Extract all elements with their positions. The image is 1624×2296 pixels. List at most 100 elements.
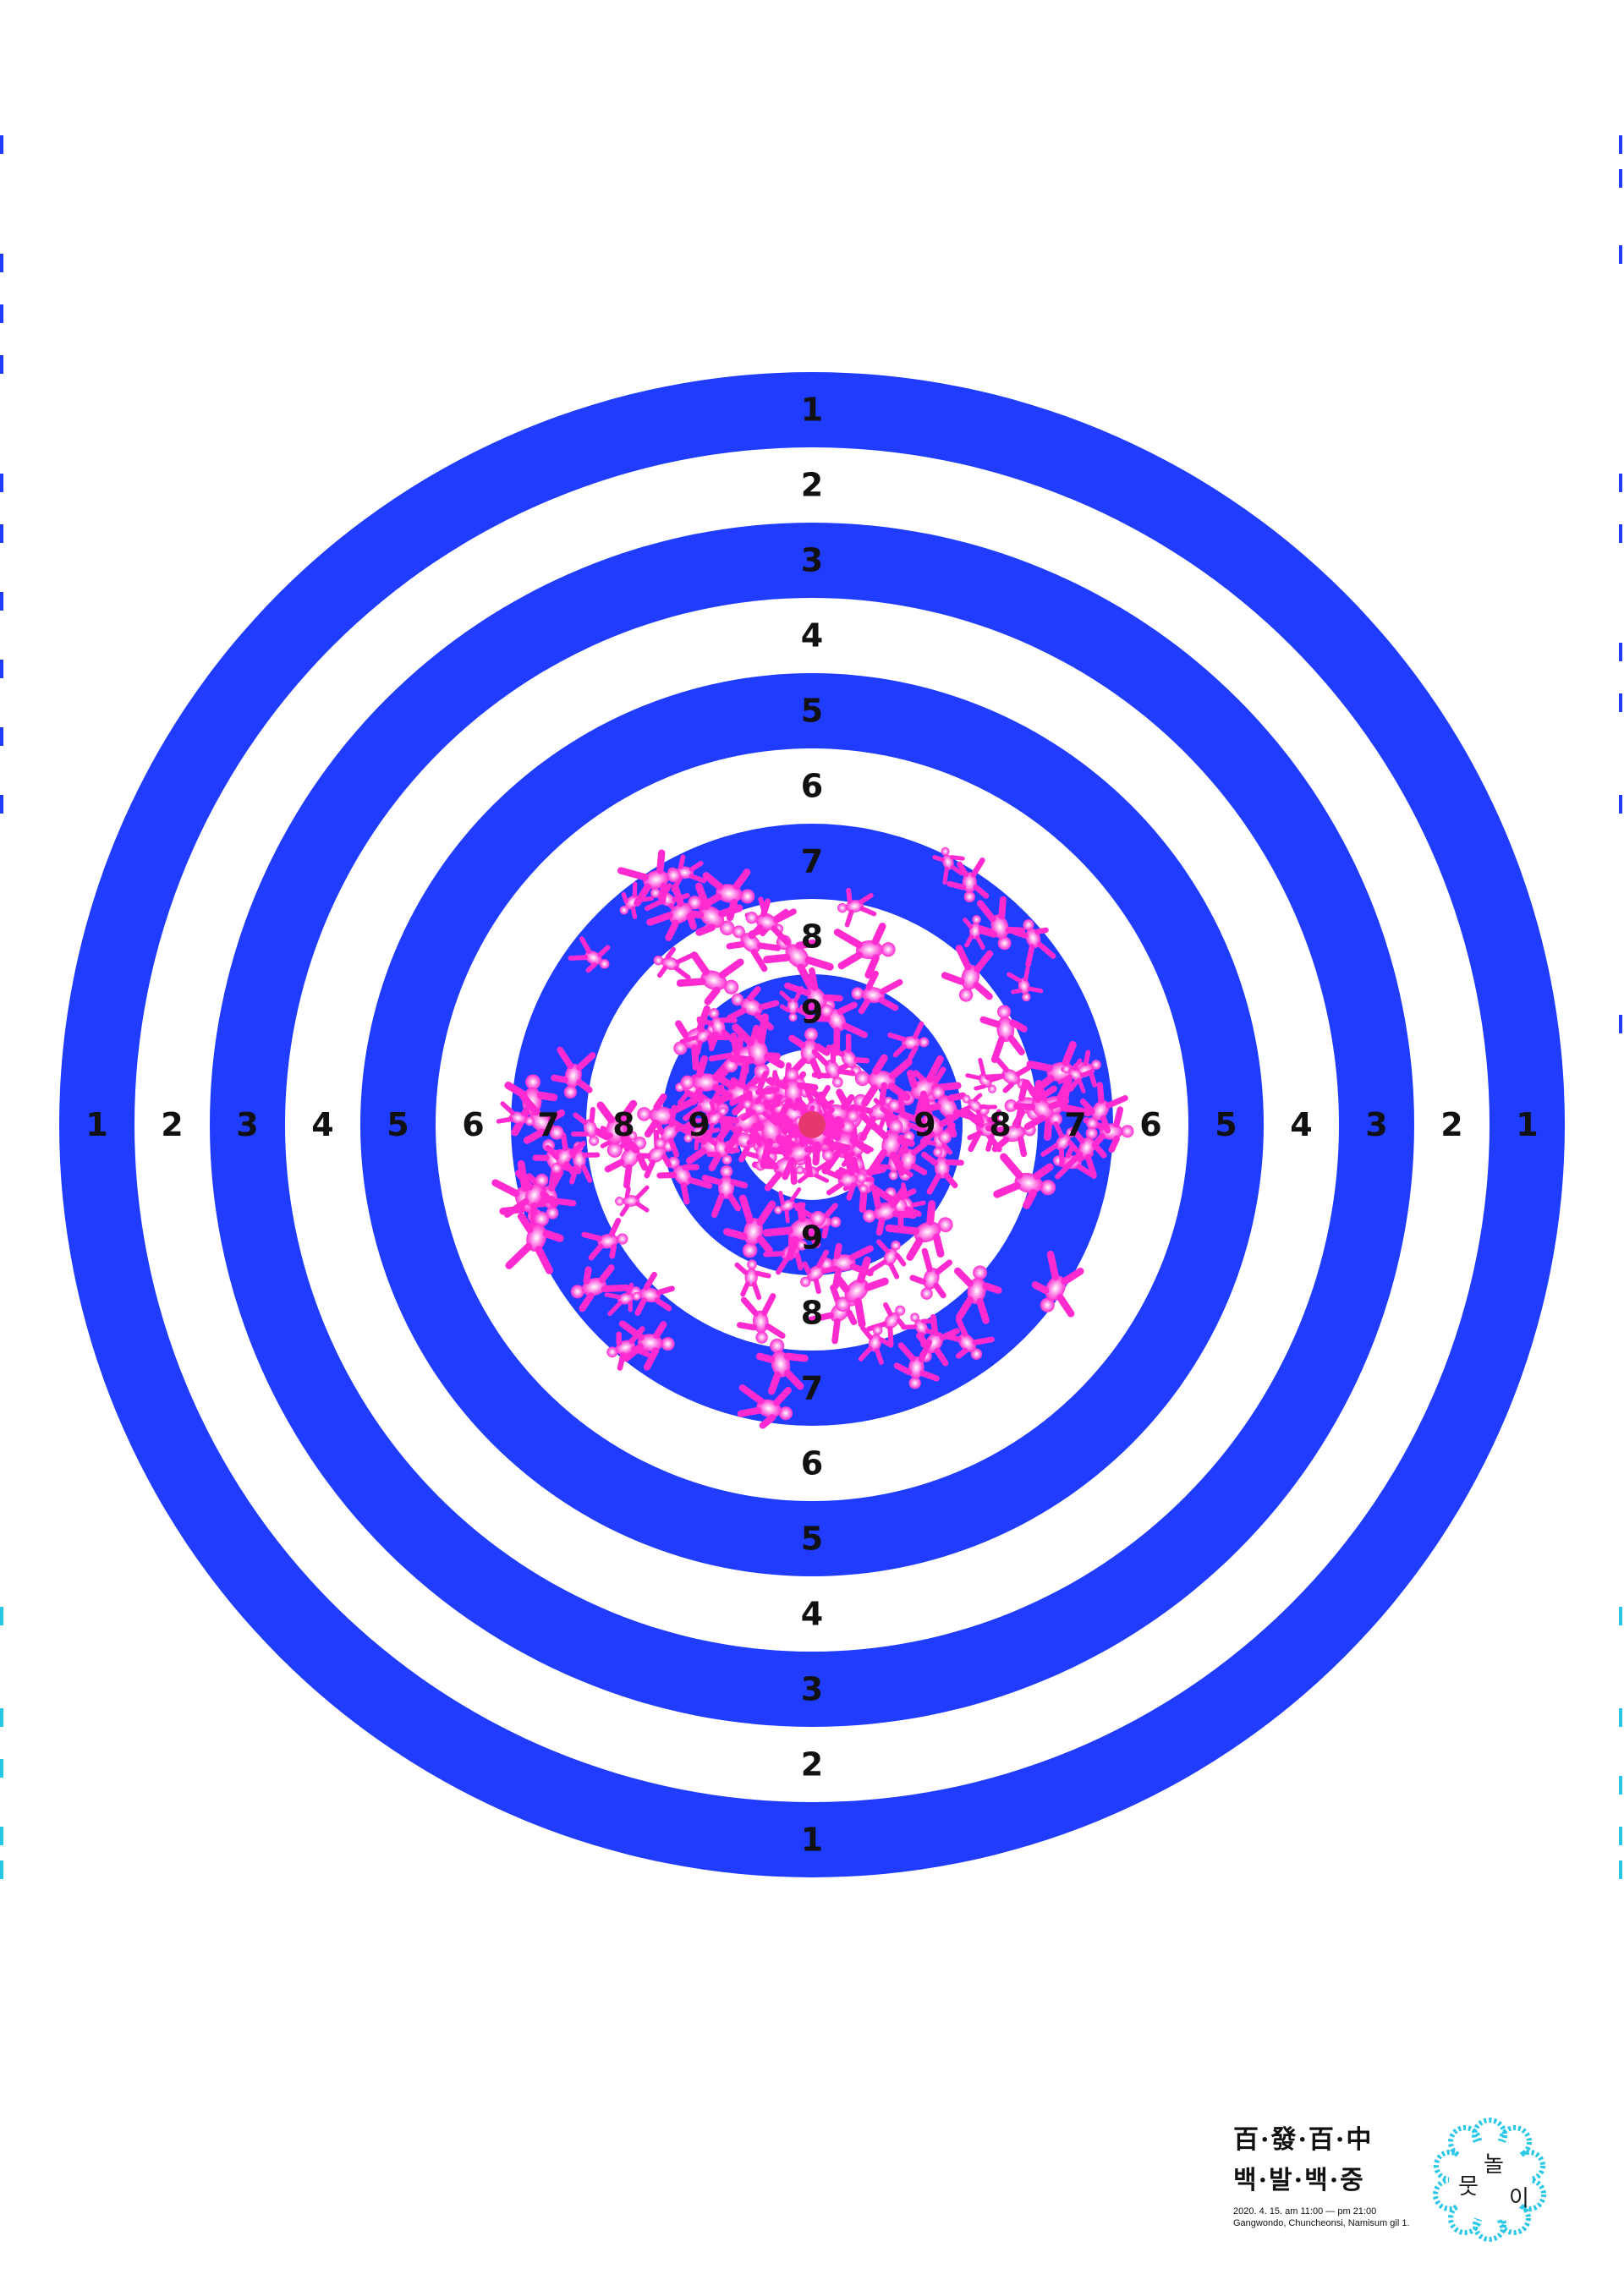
dancing-figure	[1062, 1126, 1107, 1178]
dancing-figure	[615, 1185, 650, 1217]
dancing-figure	[868, 1119, 915, 1176]
edge-mark-left	[0, 254, 3, 272]
dancing-figure	[774, 1187, 806, 1224]
edge-mark-right	[1619, 524, 1622, 543]
dancing-figure	[729, 1013, 785, 1079]
dancing-figure	[909, 1247, 953, 1300]
logo-inner	[1449, 2140, 1530, 2221]
ring-label-left-2: 2	[161, 1106, 183, 1143]
dancing-figure	[826, 1033, 870, 1077]
ring-label-left-1: 1	[85, 1106, 107, 1143]
edge-mark-right	[1619, 1708, 1622, 1727]
dancing-figure	[571, 1107, 613, 1146]
ring-label-bottom-4: 4	[801, 1596, 823, 1633]
ring-label-right-5: 5	[1215, 1106, 1237, 1143]
dancing-figure	[568, 936, 611, 973]
dancing-figure	[1007, 966, 1044, 1002]
dancing-figure	[854, 1054, 913, 1107]
dancing-figure	[835, 1256, 889, 1329]
dancing-figure	[833, 923, 896, 979]
dancing-figure	[629, 1271, 675, 1316]
dancing-figure	[1031, 1250, 1084, 1318]
ring-label-right-9: 9	[914, 1106, 935, 1143]
edge-mark-right	[1619, 1860, 1622, 1879]
dancing-figure	[893, 1339, 940, 1389]
dancing-figure	[762, 1202, 826, 1261]
dancing-figure	[900, 1090, 959, 1145]
edge-mark-right	[1619, 245, 1622, 264]
ring-label-bottom-5: 5	[801, 1521, 823, 1558]
ring-label-top-5: 5	[801, 693, 823, 730]
ring-label-right-8: 8	[989, 1106, 1011, 1143]
ring-label-top-3: 3	[801, 542, 823, 579]
dancing-figure	[800, 1249, 839, 1295]
edge-mark-left	[0, 524, 3, 543]
edge-mark-left	[0, 135, 3, 154]
dancing-figure	[505, 1211, 564, 1274]
dancing-figure	[763, 934, 834, 992]
ring-label-bottom-7: 7	[801, 1370, 823, 1407]
edge-mark-left	[0, 1607, 3, 1625]
dancing-figure	[941, 945, 994, 1002]
ring-label-top-2: 2	[801, 467, 823, 504]
dancing-figure	[737, 1293, 786, 1344]
event-info: 百·發·百·中 백·발·백·중 2020. 4. 15. am 11:00 — …	[1233, 2118, 1588, 2271]
dancing-figure	[977, 896, 1026, 951]
edge-mark-left	[0, 727, 3, 746]
dancing-figure	[604, 1282, 641, 1317]
ring-label-left-3: 3	[236, 1106, 258, 1143]
ring-label-left-6: 6	[462, 1106, 484, 1143]
dancing-figure	[1057, 1058, 1095, 1093]
dancing-figure	[655, 1104, 696, 1158]
dancing-figure	[960, 1093, 998, 1125]
ring-label-bottom-2: 2	[801, 1746, 823, 1784]
dancing-figure	[851, 970, 903, 1015]
dancing-figure	[932, 847, 965, 885]
dancing-figure	[942, 1317, 995, 1360]
brand-logo: 뭇 놀 이	[1426, 2117, 1553, 2244]
dancing-figure	[581, 1218, 628, 1261]
dancing-figure	[784, 967, 843, 1017]
edge-mark-left	[0, 1759, 3, 1778]
dancing-figure	[745, 898, 797, 946]
edge-mark-right	[1619, 795, 1622, 814]
dancing-figure	[979, 1005, 1028, 1064]
dancing-figure	[551, 1046, 596, 1099]
ring-label-left-9: 9	[688, 1106, 710, 1143]
ring-label-top-9: 9	[801, 994, 823, 1031]
dancing-figure	[570, 1264, 630, 1312]
dancing-figure	[954, 1265, 1002, 1324]
ring-label-bottom-6: 6	[801, 1445, 823, 1482]
dancing-figure	[737, 1384, 793, 1429]
dancing-figure	[617, 849, 681, 907]
dancing-figure	[545, 1132, 586, 1177]
dancing-figure	[1079, 1082, 1128, 1134]
logo-char-3: 이	[1509, 2186, 1529, 2211]
ring-label-bottom-1: 1	[801, 1822, 823, 1859]
ring-number-labels: 1 1 1 1 2 2 2 2 3 3 3 3 4 4 4 4 5 5 5 5 6 6 6 6 7 7 7 7 8 8 8 8 9 9 9 9	[85, 392, 1538, 1859]
dancing-figure	[726, 925, 782, 973]
dancing-figure	[701, 1164, 749, 1219]
edge-mark-right	[1619, 1607, 1622, 1625]
dancing-figure	[825, 1157, 867, 1201]
event-location: Gangwondo, Chuncheonsi, Namisum gil 1.	[1233, 2218, 1410, 2228]
ring-label-right-4: 4	[1290, 1106, 1312, 1143]
edge-mark-left	[0, 1708, 3, 1727]
bullseye-dot	[798, 1111, 826, 1138]
ring-label-top-6: 6	[801, 768, 823, 805]
ring-label-left-7: 7	[537, 1106, 559, 1143]
ring-label-bottom-3: 3	[801, 1671, 823, 1708]
dancing-figure	[887, 1021, 930, 1060]
edge-mark-left	[0, 474, 3, 492]
ring-label-right-7: 7	[1064, 1106, 1086, 1143]
edge-mark-left	[0, 1827, 3, 1845]
dancing-figure	[837, 887, 877, 928]
ring-label-right-3: 3	[1365, 1106, 1387, 1143]
ring-label-left-4: 4	[311, 1106, 333, 1143]
dancing-figure	[697, 869, 755, 922]
ring-label-top-4: 4	[801, 617, 823, 655]
dancing-figure	[606, 1326, 651, 1371]
dancing-figure	[727, 986, 780, 1031]
dancing-figure	[646, 883, 702, 941]
logo-char-1: 뭇	[1458, 2174, 1479, 2200]
